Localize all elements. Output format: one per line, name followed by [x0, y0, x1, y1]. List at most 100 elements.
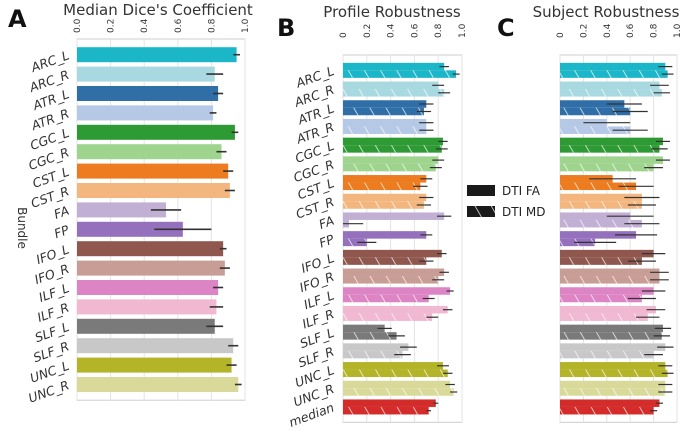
panel-b-tick-label: 0.4: [387, 23, 397, 38]
panel-c-bar-md-hatch: [560, 89, 662, 97]
panel-c-chart: 0 0.2 0.4 0.6 0.8 1.0: [556, 23, 683, 423]
panel-a-bar: [77, 163, 229, 179]
panel-b-bar-md-hatch: [343, 163, 436, 172]
panel-b-bar-fa: [343, 62, 445, 71]
panel-b-tick-label: 0: [339, 32, 349, 38]
panel-c-bar-fa: [560, 175, 613, 183]
panel-c-bar-md-hatch: [560, 406, 654, 415]
panel-c-title: Subject Robustness: [533, 3, 680, 21]
panel-c-bar-md-hatch: [560, 145, 660, 153]
panel-c-bar-fa: [560, 343, 666, 351]
panel-c-tick-label: 0.2: [579, 24, 589, 38]
panel-c-bar-md-hatch: [560, 219, 642, 228]
panel-a-tick-label: 0.4: [140, 18, 150, 33]
panel-a-bar: [77, 318, 215, 334]
panel-b-bar-fa: [343, 287, 451, 295]
panel-b-bar-fa: [343, 81, 439, 90]
panel-a-bar: [77, 221, 183, 237]
panel-a-category-label: FP: [52, 222, 71, 241]
panel-letter-a: A: [8, 5, 27, 33]
panel-b-bar-fa: [343, 137, 443, 146]
panel-c-bar-fa: [560, 305, 656, 314]
legend-label-fa: DTI FA: [502, 184, 541, 198]
panel-b-category-label: FA: [317, 213, 336, 232]
panel-c-bar-fa: [560, 249, 654, 258]
panel-a-tick-label: 1.0: [241, 18, 251, 33]
panel-c-bar-md-hatch: [560, 294, 642, 303]
panel-a-bar: [77, 357, 232, 373]
panel-c-tick-label: 0.4: [603, 23, 613, 38]
panel-c-tick-label: 0.8: [650, 23, 660, 38]
panel-b-bar-md-hatch: [343, 201, 424, 209]
panel-c-bar-md-hatch: [560, 332, 662, 340]
panel-letter-c: C: [497, 14, 515, 42]
panel-letter-b: B: [277, 14, 295, 42]
panel-b-bar-fa: [343, 343, 409, 351]
panel-b-chart: 0 0.2 0.4 0.6 0.8 1.0ARC_LARC_RATR_LATR_RCGC_…: [287, 23, 468, 429]
panel-b-bar-md-hatch: [343, 257, 427, 265]
panel-a-bar: [77, 241, 224, 257]
panel-a-bar: [77, 47, 237, 63]
panel-b-bar-fa: [343, 193, 427, 202]
panel-c-bar-fa: [560, 231, 637, 239]
panel-c-bar-md-hatch: [560, 126, 631, 134]
panel-b-bar-fa: [343, 324, 385, 333]
panel-b-tick-label: 1.0: [458, 23, 468, 38]
panel-c-bar-fa: [560, 156, 663, 164]
panel-a-category-label: FA: [52, 203, 71, 222]
legend-swatch-md-hatch: [467, 206, 495, 217]
panel-b-category-label: FP: [317, 231, 336, 250]
panel-c-bar-fa: [560, 268, 660, 277]
panel-c-bar-fa: [560, 137, 663, 146]
panel-a-tick-label: 0.8: [207, 18, 217, 33]
panel-a-bar: [77, 260, 225, 276]
panel-b-bar-fa: [343, 118, 427, 127]
panel-b-bar-fa: [343, 249, 442, 258]
panel-c-bar-fa: [560, 380, 666, 389]
panel-c-bar-fa: [560, 399, 660, 407]
panel-b-bar-md-hatch: [343, 89, 445, 97]
panel-a-tick-label: 0.6: [174, 18, 184, 33]
panel-b-bar-fa: [343, 399, 436, 407]
panel-b-bar-md-hatch: [343, 406, 429, 415]
panel-b-bar-md-hatch: [343, 332, 397, 340]
panel-a-bar: [77, 86, 219, 101]
panel-c-bar-md-hatch: [560, 107, 631, 116]
panel-b-bar-md-hatch: [343, 145, 442, 153]
panel-b-bar-md-hatch: [343, 107, 424, 116]
panel-c-bar-md-hatch: [560, 369, 668, 378]
panel-b-bar-md-hatch: [343, 126, 427, 134]
panel-b-bar-fa: [343, 175, 427, 183]
panel-a-bar: [77, 66, 215, 82]
legend: DTI FA DTI MD: [467, 184, 546, 219]
panel-a-bar: [77, 338, 234, 354]
panel-c-bar-md-hatch: [560, 388, 666, 396]
panel-b-bar-md-hatch: [343, 238, 367, 247]
panel-c-bar-fa: [560, 362, 666, 370]
panel-c-bar-fa: [560, 193, 642, 202]
panel-c-bar-md-hatch: [560, 163, 654, 172]
panel-a-tick-label: 0.0: [73, 18, 83, 33]
panel-b-bar-md-hatch: [343, 350, 403, 359]
panel-c-bar-md-hatch: [560, 182, 637, 191]
panel-b-tick-label: 0.2: [363, 24, 373, 38]
panel-a-bar: [77, 377, 239, 392]
panel-c-bar-fa: [560, 81, 660, 90]
panel-b-bar-fa: [343, 380, 451, 389]
panel-a-tick-label: 0.2: [107, 19, 117, 33]
panel-b-bar-fa: [343, 268, 445, 277]
panel-a-ylabel: Bundle: [15, 207, 29, 249]
panel-b-bar-md-hatch: [343, 70, 457, 78]
panel-c-bar-md-hatch: [560, 201, 642, 209]
panel-c-bar-md-hatch: [560, 350, 654, 359]
panel-a-bar: [77, 299, 217, 315]
panel-c-bar-md-hatch: [560, 257, 642, 265]
legend-label-md: DTI MD: [502, 205, 546, 219]
panel-b-bar-fa: [343, 100, 427, 108]
panel-c-bar-fa: [560, 62, 666, 71]
panel-c-bar-md-hatch: [560, 70, 668, 78]
panel-b-title: Profile Robustness: [323, 3, 461, 21]
panel-a-chart: 0.0 0.2 0.4 0.6 0.8 1.0ARC_LARC_RATR_LATR_RCG…: [26, 18, 251, 405]
panel-a-bar: [77, 124, 235, 140]
panel-c-bar-md-hatch: [560, 276, 660, 284]
